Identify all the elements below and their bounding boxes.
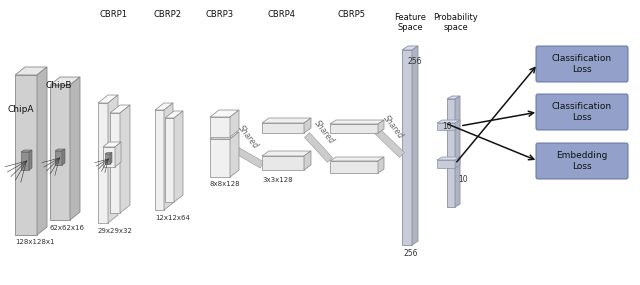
Polygon shape bbox=[447, 99, 455, 207]
Polygon shape bbox=[262, 151, 311, 156]
FancyBboxPatch shape bbox=[536, 94, 628, 130]
Polygon shape bbox=[230, 132, 239, 177]
Text: Classification
Loss: Classification Loss bbox=[552, 102, 612, 122]
Polygon shape bbox=[110, 113, 120, 213]
Polygon shape bbox=[455, 120, 460, 130]
Polygon shape bbox=[108, 95, 118, 223]
Polygon shape bbox=[455, 96, 460, 207]
Polygon shape bbox=[174, 111, 183, 202]
Polygon shape bbox=[110, 105, 130, 113]
Polygon shape bbox=[210, 117, 230, 137]
Polygon shape bbox=[437, 160, 455, 168]
Text: Shared: Shared bbox=[236, 123, 260, 150]
Polygon shape bbox=[262, 118, 311, 123]
Polygon shape bbox=[15, 67, 47, 75]
Text: Probability
space: Probability space bbox=[434, 13, 478, 32]
Text: ChipB: ChipB bbox=[46, 80, 72, 89]
Polygon shape bbox=[98, 95, 118, 103]
Polygon shape bbox=[55, 149, 65, 151]
Polygon shape bbox=[447, 96, 460, 99]
Text: Classification
Loss: Classification Loss bbox=[552, 54, 612, 74]
Polygon shape bbox=[330, 161, 378, 173]
Polygon shape bbox=[110, 152, 112, 164]
Polygon shape bbox=[437, 157, 460, 160]
Polygon shape bbox=[230, 110, 239, 137]
Polygon shape bbox=[50, 77, 80, 85]
Polygon shape bbox=[412, 46, 418, 245]
Text: 256: 256 bbox=[404, 249, 419, 258]
Polygon shape bbox=[455, 157, 460, 168]
Polygon shape bbox=[62, 149, 65, 165]
Polygon shape bbox=[437, 120, 460, 123]
Text: 256: 256 bbox=[408, 57, 422, 66]
Polygon shape bbox=[330, 120, 384, 124]
Polygon shape bbox=[378, 157, 384, 173]
Polygon shape bbox=[50, 85, 70, 220]
Polygon shape bbox=[29, 150, 32, 170]
Text: CBRP4: CBRP4 bbox=[268, 10, 296, 19]
Polygon shape bbox=[262, 123, 304, 133]
Text: 29x29x32: 29x29x32 bbox=[98, 228, 133, 234]
Text: ChipA: ChipA bbox=[8, 105, 35, 115]
Text: Embedding
Loss: Embedding Loss bbox=[556, 151, 608, 171]
Text: 128x128x1: 128x128x1 bbox=[15, 239, 54, 245]
Polygon shape bbox=[115, 142, 121, 167]
Polygon shape bbox=[304, 118, 311, 133]
Polygon shape bbox=[120, 105, 130, 213]
Polygon shape bbox=[305, 133, 333, 162]
Text: CBRP5: CBRP5 bbox=[338, 10, 366, 19]
FancyBboxPatch shape bbox=[536, 46, 628, 82]
Polygon shape bbox=[105, 152, 112, 154]
Polygon shape bbox=[437, 123, 455, 130]
Polygon shape bbox=[330, 124, 378, 133]
Text: Shared: Shared bbox=[312, 119, 336, 145]
Polygon shape bbox=[21, 152, 29, 170]
Text: Shared: Shared bbox=[381, 113, 405, 141]
Text: 3x3x128: 3x3x128 bbox=[262, 177, 292, 183]
Text: CBRP3: CBRP3 bbox=[206, 10, 234, 19]
Polygon shape bbox=[378, 120, 384, 133]
Polygon shape bbox=[164, 103, 173, 210]
Polygon shape bbox=[55, 151, 62, 165]
Polygon shape bbox=[103, 147, 115, 167]
Text: 8x8x128: 8x8x128 bbox=[210, 181, 241, 187]
Polygon shape bbox=[210, 139, 230, 177]
Polygon shape bbox=[402, 46, 418, 50]
Text: 10: 10 bbox=[458, 175, 468, 184]
FancyBboxPatch shape bbox=[536, 143, 628, 179]
Polygon shape bbox=[374, 127, 404, 158]
Text: 10: 10 bbox=[442, 122, 452, 131]
Text: Feature
Space: Feature Space bbox=[394, 13, 426, 32]
Polygon shape bbox=[217, 137, 264, 168]
Polygon shape bbox=[21, 150, 32, 152]
Polygon shape bbox=[165, 118, 174, 202]
Polygon shape bbox=[304, 151, 311, 170]
Polygon shape bbox=[105, 154, 110, 164]
Polygon shape bbox=[210, 110, 239, 117]
Text: CBRP1: CBRP1 bbox=[100, 10, 128, 19]
Polygon shape bbox=[70, 77, 80, 220]
Polygon shape bbox=[37, 67, 47, 235]
Polygon shape bbox=[155, 103, 173, 110]
Polygon shape bbox=[165, 111, 183, 118]
Text: CBRP2: CBRP2 bbox=[153, 10, 181, 19]
Polygon shape bbox=[15, 75, 37, 235]
Polygon shape bbox=[98, 103, 108, 223]
Polygon shape bbox=[155, 110, 164, 210]
Text: 62x62x16: 62x62x16 bbox=[50, 225, 85, 231]
Polygon shape bbox=[330, 157, 384, 161]
Polygon shape bbox=[402, 50, 412, 245]
Polygon shape bbox=[210, 132, 239, 139]
Text: 12x12x64: 12x12x64 bbox=[155, 215, 190, 221]
Polygon shape bbox=[103, 142, 121, 147]
Polygon shape bbox=[262, 156, 304, 170]
